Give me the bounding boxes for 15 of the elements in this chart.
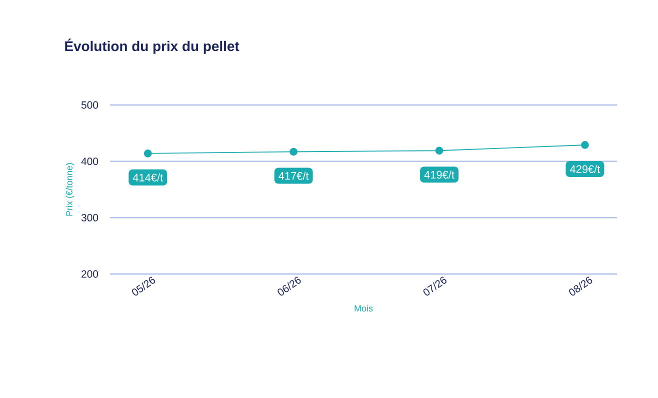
data-label: 417€/t xyxy=(278,172,309,180)
y-tick-label: 500 xyxy=(81,101,98,109)
data-label: 414€/t xyxy=(132,173,164,182)
data-label: 429€/t xyxy=(570,164,600,174)
x-axis-title: Mois xyxy=(354,304,373,312)
point xyxy=(290,148,298,156)
data-label: 419€/t xyxy=(424,170,454,179)
point xyxy=(144,150,152,158)
point xyxy=(581,141,589,149)
point xyxy=(435,146,444,155)
chart-title: Évolution du prix du pellet xyxy=(65,38,240,54)
y-tick-label: 400 xyxy=(81,158,98,166)
y-axis-title: Prix (€/tonne) xyxy=(66,163,74,216)
y-tick-label: 300 xyxy=(81,214,98,222)
y-tick-label: 200 xyxy=(82,270,98,278)
